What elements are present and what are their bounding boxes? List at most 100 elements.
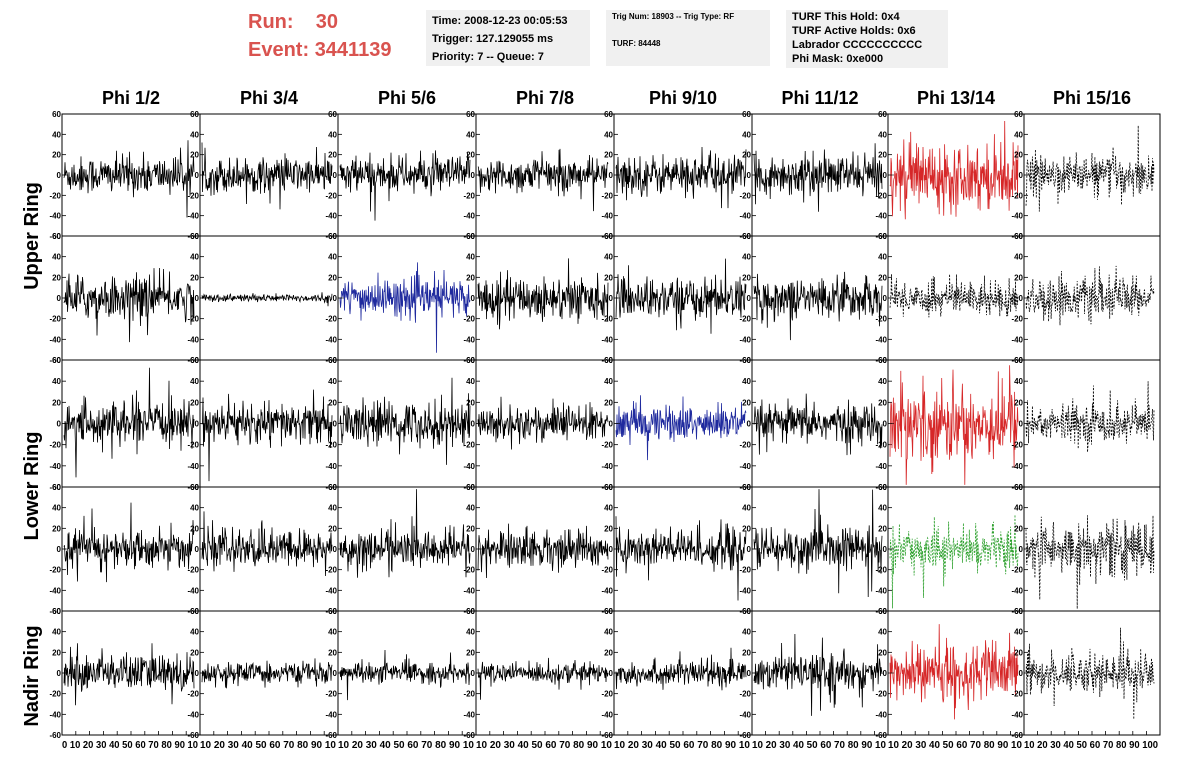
y-tick-label: 40 [190, 628, 199, 637]
y-tick-label: -20 [1011, 191, 1023, 200]
run-line: Run: 30 [248, 8, 418, 36]
y-tick-label: -20 [463, 315, 475, 324]
waveform-trace [753, 393, 883, 456]
y-tick-label: -60 [49, 232, 61, 241]
y-tick-label: 40 [466, 628, 475, 637]
y-tick-label: 60 [190, 607, 199, 616]
y-tick-label: 20 [604, 524, 613, 533]
y-tick-label: -40 [325, 212, 337, 221]
y-tick-label: 40 [190, 377, 199, 386]
x-tick-labels: 10 20 30 40 50 60 70 80 90 10 [476, 740, 612, 751]
waveform-trace [477, 396, 609, 450]
y-tick-label: 20 [328, 398, 337, 407]
y-tick-label: 60 [604, 110, 613, 119]
y-tick-label: -40 [601, 335, 613, 344]
event-value: 3441139 [314, 39, 392, 61]
y-tick-label: -20 [601, 191, 613, 200]
y-tick-label: 40 [878, 377, 887, 386]
y-tick-label: 0 [883, 669, 888, 678]
y-tick-label: -60 [1011, 731, 1023, 740]
column-title: Phi 15/16 [1053, 88, 1131, 108]
y-tick-label: 60 [1014, 607, 1023, 616]
y-tick-label: 0 [333, 669, 338, 678]
y-tick-label: 40 [604, 253, 613, 262]
y-tick-label: -20 [1011, 690, 1023, 699]
y-tick-label: 0 [195, 294, 200, 303]
y-tick-label: -40 [739, 212, 751, 221]
y-tick-label: 60 [190, 356, 199, 365]
y-tick-label: -60 [875, 731, 887, 740]
y-tick-label: 0 [883, 545, 888, 554]
y-tick-label: -20 [187, 566, 199, 575]
waveform-trace [339, 649, 471, 701]
waveform-trace [201, 292, 333, 307]
x-tick-labels: 0 10 20 30 40 50 60 70 80 90 10 [62, 740, 198, 751]
y-tick-label: 40 [878, 504, 887, 513]
y-tick-label: -40 [739, 335, 751, 344]
y-tick-label: 0 [1019, 669, 1024, 678]
y-tick-label: 20 [878, 648, 887, 657]
y-tick-label: 40 [878, 253, 887, 262]
y-tick-label: 0 [195, 171, 200, 180]
waveform-trace [201, 658, 333, 689]
column-title: Phi 7/8 [516, 88, 574, 108]
y-tick-label: -60 [739, 731, 751, 740]
y-tick-label: 0 [747, 545, 752, 554]
x-tick-labels: 10 20 30 40 50 60 70 80 90 10 [338, 740, 474, 751]
y-tick-label: -40 [601, 586, 613, 595]
y-tick-label: 20 [1014, 398, 1023, 407]
waveform-trace [477, 258, 609, 330]
y-tick-label: 0 [747, 420, 752, 429]
y-tick-label: -40 [187, 586, 199, 595]
y-tick-label: 0 [333, 171, 338, 180]
y-tick-label: 0 [195, 669, 200, 678]
y-tick-label: -40 [875, 710, 887, 719]
y-tick-label: 20 [742, 648, 751, 657]
y-tick-label: 20 [466, 648, 475, 657]
y-tick-label: -20 [875, 315, 887, 324]
y-tick-label: 60 [52, 110, 61, 119]
y-tick-label: 40 [328, 504, 337, 513]
y-tick-label: -40 [49, 212, 61, 221]
y-tick-label: 0 [609, 420, 614, 429]
y-tick-label: -40 [1011, 586, 1023, 595]
y-tick-label: 40 [742, 628, 751, 637]
y-tick-label: -40 [187, 710, 199, 719]
waveform-trace [339, 377, 471, 465]
y-tick-label: 60 [328, 607, 337, 616]
y-tick-label: -20 [601, 690, 613, 699]
y-tick-label: -40 [463, 462, 475, 471]
column-title: Phi 5/6 [378, 88, 436, 108]
y-tick-label: -20 [187, 191, 199, 200]
y-tick-label: 40 [190, 130, 199, 139]
waveform-trace [201, 389, 333, 482]
y-tick-label: 40 [52, 377, 61, 386]
y-tick-label: 20 [742, 151, 751, 160]
y-tick-label: 0 [471, 420, 476, 429]
y-tick-label: -40 [875, 335, 887, 344]
column-title: Phi 13/14 [917, 88, 995, 108]
y-tick-label: 0 [195, 545, 200, 554]
waveform-trace [889, 120, 1019, 220]
y-tick-label: -40 [739, 710, 751, 719]
waveform-trace [753, 143, 883, 212]
turf-text: TURF: 84448 [612, 39, 661, 48]
y-tick-label: -40 [1011, 335, 1023, 344]
y-tick-label: 60 [878, 110, 887, 119]
y-tick-label: -60 [49, 731, 61, 740]
time-info-box: Time: 2008-12-23 00:05:53 Trigger: 127.1… [426, 10, 590, 66]
y-tick-label: 40 [52, 628, 61, 637]
phimask-text: Phi Mask: 0xe000 [792, 53, 884, 65]
